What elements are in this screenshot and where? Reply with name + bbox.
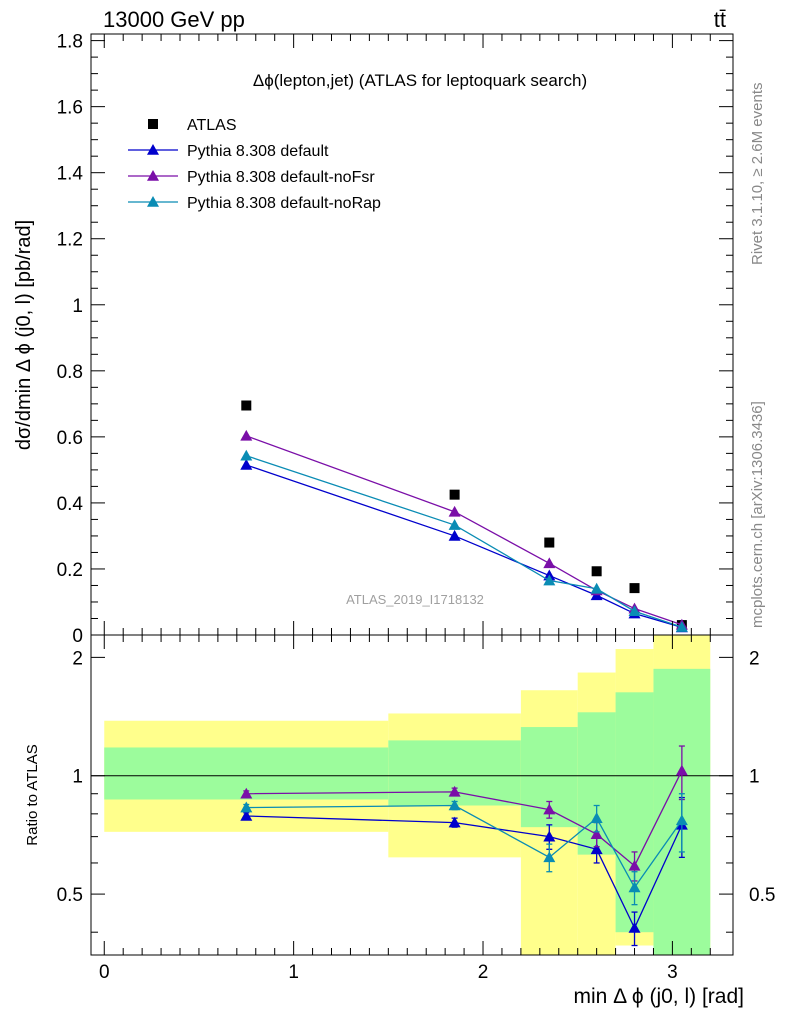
ratio-axes: 0.5 0.5 1 1 2 2 0 1 2 3 [57, 635, 775, 983]
legend-label-noFsr: Pythia 8.308 default-noFsr [187, 169, 375, 186]
main-y-tick-label: 0.2 [57, 560, 83, 581]
series-point-noRap [675, 621, 688, 632]
ratio-point-noFsr [543, 803, 556, 815]
ratio-y-tick-label-right: 1 [749, 767, 760, 788]
ratio-y-tick-label-right: 2 [749, 648, 760, 669]
main-y-tick-label: 1.4 [57, 164, 84, 185]
series-point-noRap [543, 574, 556, 586]
legend: ATLAS Pythia 8.308 default Pythia 8.308 de… [128, 117, 381, 212]
rivet-label: Rivet 3.1.10, ≥ 2.6M events [749, 83, 766, 266]
ratio-line-default [246, 815, 683, 930]
main-y-tick-label: 1 [72, 296, 83, 317]
ratio-point-noRap [590, 812, 603, 823]
legend-marker-noRap [147, 196, 159, 207]
ratio-line-noFsr [246, 770, 683, 867]
legend-marker-default [147, 144, 159, 155]
series-point-noRap [240, 449, 253, 461]
main-y-tick-label: 1.2 [57, 230, 83, 251]
ratio-point-noFsr [448, 785, 461, 797]
legend-marker-noFsr [147, 170, 159, 181]
ratio-point-default [628, 921, 641, 933]
chart-title: Δϕ(lepton,jet) (ATLAS for leptoquark sea… [253, 71, 587, 90]
ratio-panel: 0.5 0.5 1 1 2 2 0 1 2 3 Ratio to ATLAS min Δ ϕ (j… [24, 634, 775, 1008]
ratio-y-tick-label: 1 [72, 767, 83, 788]
main-y-tick-label: 1.8 [57, 32, 83, 53]
legend-label-data: ATLAS [187, 117, 237, 134]
main-y-axis-label: dσ/dmin Δ ϕ (j0, l) [pb/rad] [13, 220, 35, 450]
main-axes: 0 0.2 0.4 0.6 0.8 1 1.2 1.4 1.6 1.8 [57, 32, 733, 647]
ratio-point-noRap [628, 881, 641, 893]
series-point-default [240, 458, 253, 470]
ratio-point-noFsr [675, 764, 688, 776]
data-point-data [629, 583, 640, 594]
x-tick-label: 0 [99, 962, 110, 983]
data-point-data [241, 400, 252, 411]
ratio-y-tick-label: 0.5 [57, 885, 83, 906]
main-marks [240, 400, 688, 633]
data-point-data [449, 489, 460, 500]
legend-marker-data [148, 119, 158, 129]
ratio-point-noFsr [628, 859, 641, 871]
series-line-noFsr [246, 435, 683, 626]
legend-label-noRap: Pythia 8.308 default-noRap [187, 195, 381, 212]
ratio-point-default [590, 843, 603, 855]
ratio-point-default [240, 809, 253, 821]
ratio-point-noRap [675, 814, 688, 826]
ratio-frame [90, 634, 734, 956]
ratio-marks [240, 745, 688, 947]
series-point-noFsr [448, 505, 461, 517]
process-label: tt̄ [714, 7, 726, 32]
ratio-point-default [543, 830, 556, 842]
main-y-tick-label: 0.8 [57, 362, 83, 383]
data-point-data [544, 537, 555, 548]
main-y-tick-label: 1.6 [57, 98, 83, 119]
main-y-tick-label: 0.4 [57, 494, 84, 515]
series-point-default [448, 529, 461, 541]
ratio-point-noRap [543, 851, 556, 863]
x-tick-label: 2 [478, 962, 489, 983]
data-point-data [591, 566, 602, 577]
watermark: ATLAS_2019_I1718132 [346, 592, 484, 607]
ratio-point-noFsr [240, 787, 253, 799]
series-point-noRap [590, 582, 603, 594]
ratio-point-noRap [240, 801, 253, 813]
ratio-point-noFsr [590, 828, 603, 840]
series-line-noRap [246, 455, 683, 628]
mcplots-label: mcplots.cern.ch [arXiv:1306.3436] [749, 401, 766, 628]
ratio-point-default [448, 816, 461, 828]
ratio-y-tick-label: 2 [72, 648, 83, 669]
series-line-default [246, 464, 683, 629]
series-point-noRap [628, 605, 641, 617]
series-point-noFsr [240, 429, 253, 441]
x-tick-label: 1 [288, 962, 299, 983]
series-point-noFsr [543, 557, 556, 569]
ratio-y-axis-label: Ratio to ATLAS [24, 744, 41, 845]
ratio-point-noRap [448, 799, 461, 811]
main-y-tick-label: 0 [72, 626, 83, 647]
main-panel: ATLAS_2019_I1718132 Δϕ(lepton,jet) (ATLA… [13, 32, 734, 647]
main-y-tick-label: 0.6 [57, 428, 83, 449]
energy-label: 13000 GeV pp [103, 7, 245, 32]
x-tick-label: 3 [667, 962, 678, 983]
x-axis-label: min Δ ϕ (j0, l) [rad] [574, 985, 745, 1008]
series-point-noRap [448, 519, 461, 530]
ratio-y-tick-label-right: 0.5 [749, 885, 775, 906]
ratio-line-noRap [246, 804, 683, 889]
legend-label-default: Pythia 8.308 default [187, 143, 329, 160]
ratio-bands [91, 635, 733, 955]
